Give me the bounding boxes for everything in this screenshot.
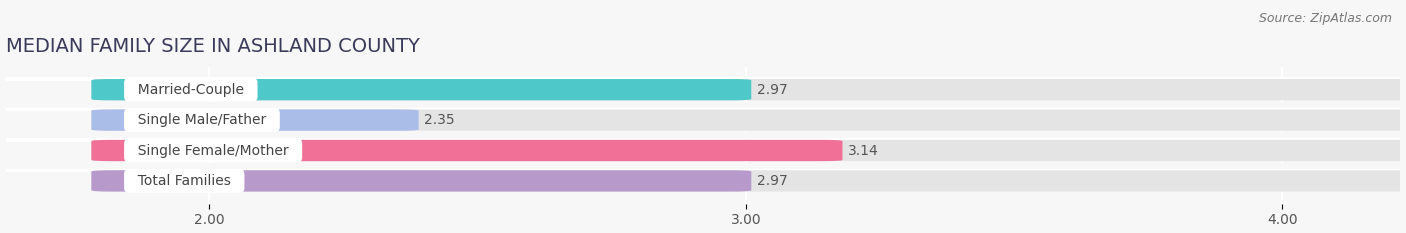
Text: Total Families: Total Families (129, 174, 239, 188)
Text: MEDIAN FAMILY SIZE IN ASHLAND COUNTY: MEDIAN FAMILY SIZE IN ASHLAND COUNTY (6, 37, 419, 56)
FancyBboxPatch shape (91, 79, 1406, 100)
FancyBboxPatch shape (91, 140, 1406, 161)
Text: Single Female/Mother: Single Female/Mother (129, 144, 297, 158)
Text: Married-Couple: Married-Couple (129, 83, 253, 97)
FancyBboxPatch shape (91, 79, 751, 100)
FancyBboxPatch shape (91, 140, 842, 161)
Text: 3.14: 3.14 (848, 144, 879, 158)
Text: Single Male/Father: Single Male/Father (129, 113, 276, 127)
Text: 2.97: 2.97 (756, 83, 787, 97)
Text: Source: ZipAtlas.com: Source: ZipAtlas.com (1258, 12, 1392, 25)
Text: 2.35: 2.35 (425, 113, 454, 127)
FancyBboxPatch shape (91, 110, 1406, 131)
FancyBboxPatch shape (91, 110, 419, 131)
FancyBboxPatch shape (91, 170, 751, 192)
FancyBboxPatch shape (91, 170, 1406, 192)
Text: 2.97: 2.97 (756, 174, 787, 188)
